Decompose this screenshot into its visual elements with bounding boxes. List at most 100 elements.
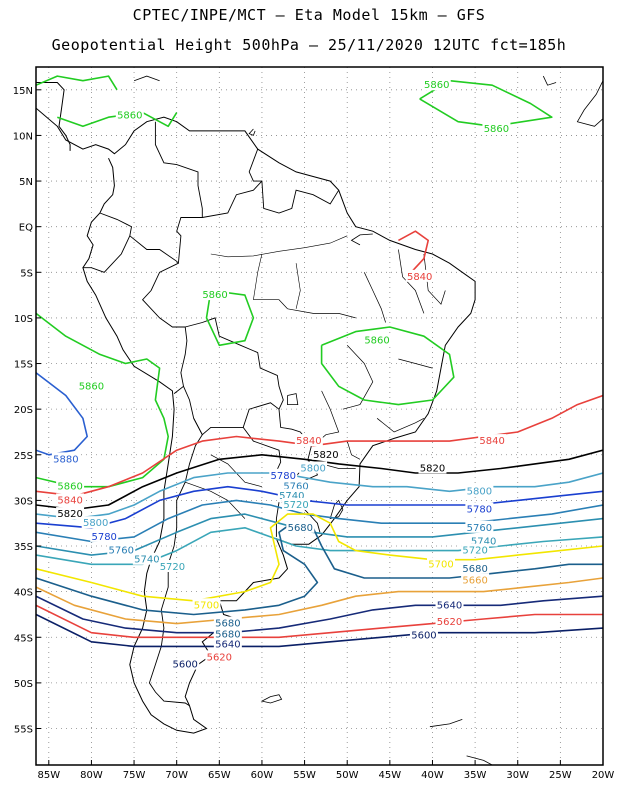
contour-label-bg xyxy=(269,468,298,481)
contour-label-bg xyxy=(115,108,144,121)
lon-tick-label: 80W xyxy=(80,770,103,781)
state-border xyxy=(342,345,374,410)
country-border xyxy=(248,148,340,214)
map-title-line-1: CPTEC/INPE/MCT – Eta Model 15km – GFS xyxy=(132,6,486,24)
state-border xyxy=(398,249,425,314)
lon-tick-label: 40W xyxy=(421,770,444,781)
lon-tick-label: 25W xyxy=(549,770,572,781)
contour-label-5680: 5680 xyxy=(215,630,240,641)
contour-label-bg xyxy=(77,379,106,392)
contour-label-bg xyxy=(213,616,242,629)
contour-5880 xyxy=(36,372,88,456)
island-outline xyxy=(350,233,373,246)
contour-label-5600: 5600 xyxy=(172,660,197,671)
contour-label-bg xyxy=(465,484,494,497)
contour-label-5880: 5880 xyxy=(53,454,78,465)
axis-ticks: 15N 10N 5N EQ 5S 10S 15S 20S 25S 30S 35S 40S 45S 50S 5… xyxy=(13,86,615,781)
lat-tick-label: 10N xyxy=(13,131,33,142)
contour-label-5860: 5860 xyxy=(484,124,509,135)
contour-label-5720: 5720 xyxy=(462,546,487,557)
state-border xyxy=(346,440,361,460)
contour-label-5720: 5720 xyxy=(160,562,185,573)
contour-label-bg xyxy=(56,507,85,520)
island-outline xyxy=(248,128,256,136)
contour-5860 xyxy=(36,75,118,91)
contour-label-5860: 5860 xyxy=(57,482,82,493)
contour-label-5760: 5760 xyxy=(467,523,492,534)
contour-label-bg xyxy=(435,614,464,627)
lon-tick-label: 70W xyxy=(165,770,188,781)
contour-label-bg xyxy=(132,552,161,565)
contour-label-5700: 5700 xyxy=(428,559,453,570)
contour-label-5640: 5640 xyxy=(215,640,240,651)
contour-label-5620: 5620 xyxy=(207,652,232,663)
contour-label-5860: 5860 xyxy=(79,381,104,392)
contour-5860 xyxy=(320,326,455,406)
contour-label-bg xyxy=(478,434,507,447)
contour-label-5840: 5840 xyxy=(57,495,82,506)
river xyxy=(253,253,263,300)
contour-5620 xyxy=(36,604,603,639)
contour-label-bg xyxy=(205,650,234,663)
island-outline xyxy=(466,755,493,765)
contour-label-5860: 5860 xyxy=(424,80,449,91)
contour-label-bg xyxy=(282,497,311,510)
contour-label-bg xyxy=(418,461,447,474)
contour-5760 xyxy=(36,499,603,543)
island-outline xyxy=(576,67,603,127)
contour-label-bg xyxy=(201,288,230,301)
contour-label-5820: 5820 xyxy=(420,463,445,474)
state-border xyxy=(398,358,433,369)
island-outline xyxy=(260,694,283,704)
contour-label-bg xyxy=(56,479,85,492)
lake xyxy=(329,499,344,520)
contour-label-5860: 5860 xyxy=(364,336,389,347)
contour-label-5680: 5680 xyxy=(462,564,487,575)
contour-label-bg xyxy=(90,529,119,542)
contour-label-bg xyxy=(213,627,242,640)
island-outline xyxy=(429,719,463,728)
contour-label-bg xyxy=(158,560,187,573)
state-border xyxy=(363,272,386,323)
country-border xyxy=(183,317,284,436)
contour-label-bg xyxy=(469,534,498,547)
map-frame xyxy=(35,66,604,766)
lat-tick-label: 40S xyxy=(14,588,33,599)
contour-label-5680: 5680 xyxy=(215,619,240,630)
contour-label-5740: 5740 xyxy=(279,491,304,502)
lon-tick-label: 85W xyxy=(37,770,60,781)
contour-5840 xyxy=(36,394,603,497)
contour-label-5720: 5720 xyxy=(283,500,308,511)
state-border xyxy=(376,417,425,433)
contour-label-bg xyxy=(282,479,311,492)
contour-labels: 5860 5860 5860 5840 5860 5860 5860 5880 5860 5840… xyxy=(51,78,511,671)
contour-label-bg xyxy=(482,122,511,135)
contour-label-bg xyxy=(286,520,315,533)
lat-tick-label: EQ xyxy=(19,223,33,234)
contour-label-5760: 5760 xyxy=(283,482,308,493)
contour-label-bg xyxy=(461,561,490,574)
contour-label-5840: 5840 xyxy=(296,436,321,447)
contour-5600 xyxy=(36,613,603,648)
lat-tick-label: 5S xyxy=(20,268,33,279)
contour-label-5820: 5820 xyxy=(313,450,338,461)
river xyxy=(295,263,301,309)
contour-label-5620: 5620 xyxy=(437,617,462,628)
lat-tick-label: 5N xyxy=(19,177,33,188)
lon-tick-label: 55W xyxy=(293,770,316,781)
contour-label-bg xyxy=(299,461,328,474)
contour-label-bg xyxy=(51,452,80,465)
contour-label-5660: 5660 xyxy=(462,576,487,587)
lon-tick-label: 35W xyxy=(464,770,487,781)
contour-label-bg xyxy=(311,447,340,460)
contour-5660 xyxy=(36,577,603,625)
contour-label-bg xyxy=(427,557,455,570)
contour-5640 xyxy=(36,595,603,634)
contour-label-5740: 5740 xyxy=(471,536,496,547)
lon-tick-label: 20W xyxy=(592,770,615,781)
contour-label-bg xyxy=(213,637,242,650)
lat-tick-label: 15N xyxy=(13,86,33,97)
contour-label-5700: 5700 xyxy=(194,600,219,611)
lat-tick-label: 20S xyxy=(14,405,33,416)
